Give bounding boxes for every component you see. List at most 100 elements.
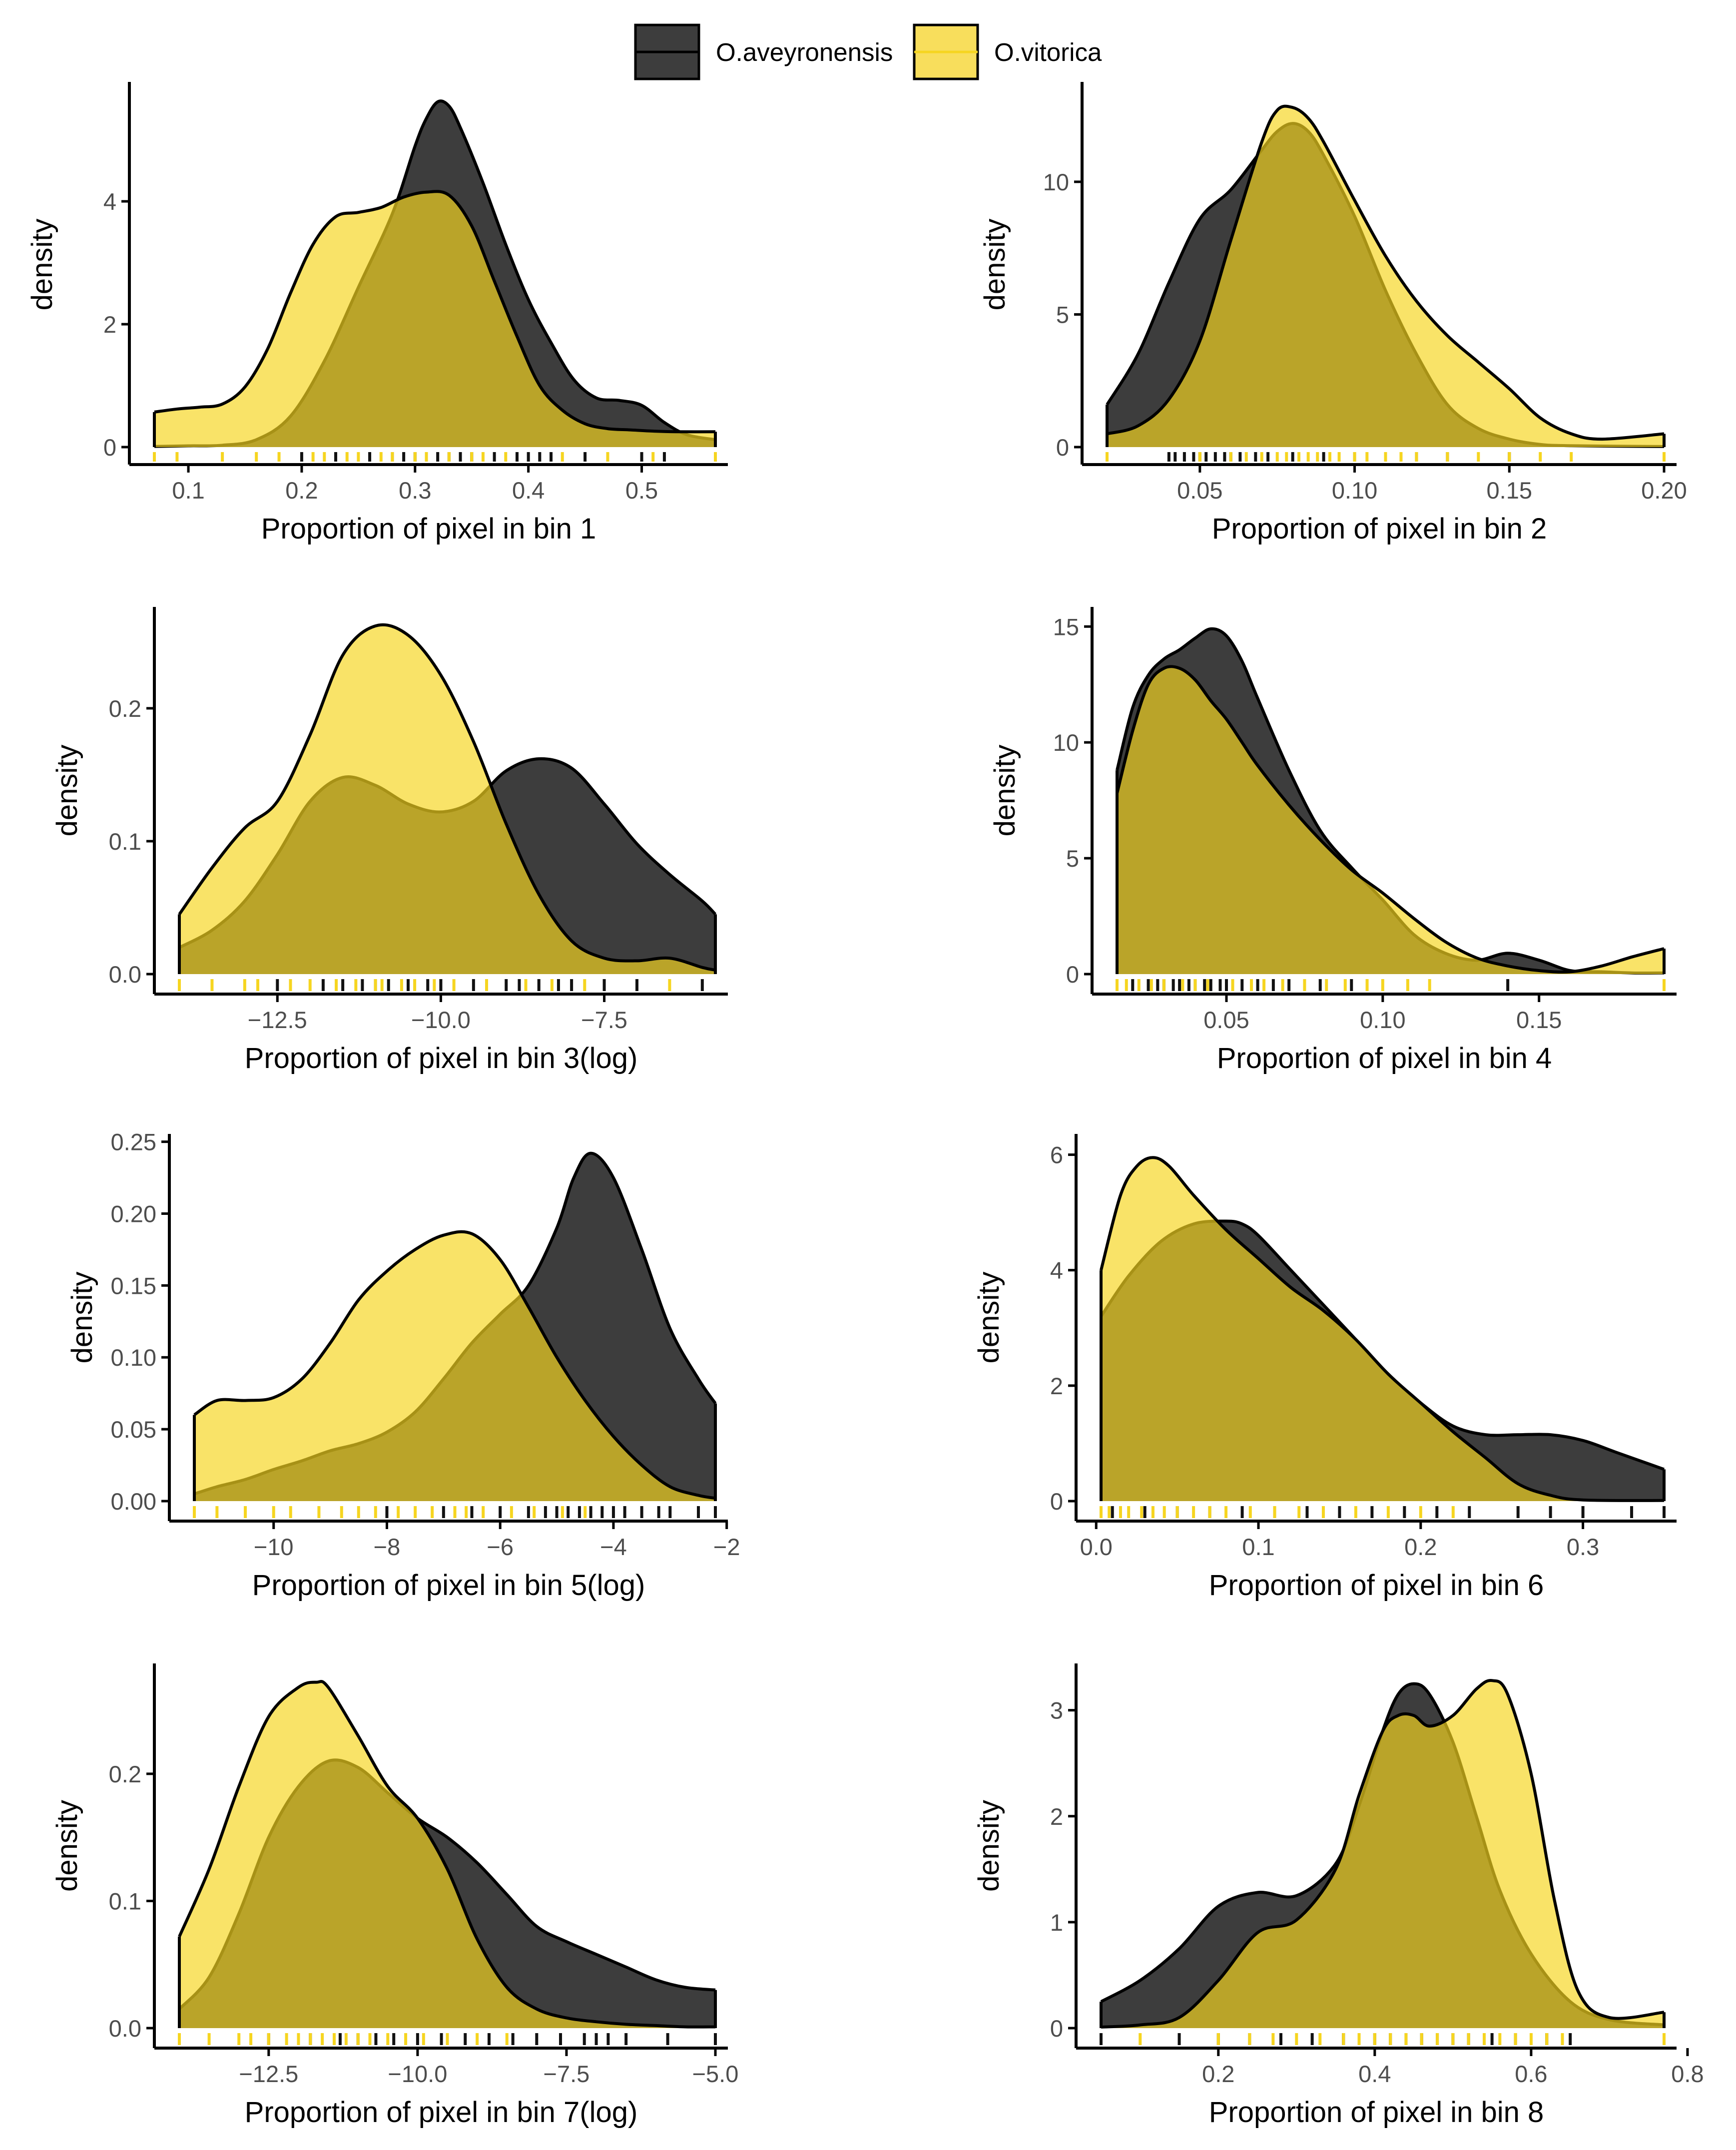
y-tick-label: 0 <box>1066 961 1079 988</box>
x-tick-label: 0.10 <box>1360 1007 1405 1033</box>
x-tick-label: −5.0 <box>692 2061 739 2087</box>
density-line-vitorica <box>154 190 716 434</box>
y-axis-title: density <box>51 745 83 837</box>
x-tick-label: 0.05 <box>1177 477 1222 504</box>
y-tick-label: 0.15 <box>111 1272 156 1299</box>
y-tick-label: 10 <box>1053 729 1079 756</box>
x-axis-title: Proportion of pixel in bin 2 <box>1212 513 1547 545</box>
density-area-vitorica <box>154 191 715 447</box>
x-tick-label: 0.1 <box>1242 1534 1274 1560</box>
legend-item-aveyronensis: O.aveyronensis <box>634 23 893 80</box>
x-tick-label: 0.0 <box>1080 1534 1113 1560</box>
x-axis-title: Proportion of pixel in bin 7(log) <box>245 2096 638 2129</box>
y-axis-title: density <box>973 1800 1005 1892</box>
density-area-vitorica <box>1101 1157 1664 1501</box>
y-tick-label: 0.20 <box>111 1200 156 1227</box>
y-tick-label: 0.25 <box>111 1129 156 1155</box>
x-tick-label: 0.5 <box>625 477 658 504</box>
x-axis-title: Proportion of pixel in bin 1 <box>261 513 596 545</box>
x-tick-label: 0.8 <box>1671 2061 1704 2087</box>
x-tick-label: 0.2 <box>1202 2061 1234 2087</box>
legend-label-aveyronensis: O.aveyronensis <box>716 38 893 66</box>
x-tick-label: 0.3 <box>1567 1534 1599 1560</box>
y-tick-label: 1 <box>1050 1909 1063 1936</box>
y-tick-label: 0.0 <box>109 961 141 988</box>
x-tick-label: 0.15 <box>1516 1007 1562 1033</box>
y-tick-label: 0.1 <box>109 828 141 855</box>
x-tick-label: −6 <box>487 1534 514 1560</box>
x-tick-label: −10.0 <box>388 2061 447 2087</box>
y-tick-label: 0 <box>1056 434 1069 461</box>
y-axis-title: density <box>51 1800 83 1892</box>
x-tick-label: 0.2 <box>1404 1534 1437 1560</box>
x-tick-label: −10.0 <box>411 1007 471 1033</box>
x-axis-title: Proportion of pixel in bin 6 <box>1209 1569 1544 1602</box>
x-axis-title: Proportion of pixel in bin 4 <box>1217 1042 1552 1075</box>
y-tick-label: 0.00 <box>111 1488 156 1515</box>
y-tick-label: 4 <box>103 188 116 215</box>
y-axis-title: density <box>973 1272 1005 1364</box>
x-tick-label: −7.5 <box>581 1007 627 1033</box>
y-tick-label: 15 <box>1053 613 1079 640</box>
legend-item-vitorica: O.vitorica <box>913 23 1102 80</box>
density-line-vitorica <box>178 1680 716 2029</box>
y-tick-label: 0 <box>1050 1488 1063 1515</box>
y-tick-label: 0 <box>103 434 116 461</box>
x-tick-label: 0.20 <box>1641 477 1687 504</box>
x-axis-title: Proportion of pixel in bin 3(log) <box>245 1042 638 1075</box>
panel-bin-3-log: 0.0 0.1 0.2 −12.5 −10.0 −7.5 Proportion of pix… <box>51 607 728 1075</box>
panel-bin-1: 0 2 4 0.1 0.2 0.3 0.4 0.5 Proportion of pixel in… <box>26 82 728 545</box>
y-axis-title: density <box>989 745 1021 837</box>
density-line-vitorica <box>178 623 716 972</box>
density-area-vitorica <box>179 624 715 974</box>
y-tick-label: 2 <box>1050 1803 1063 1830</box>
panel-bin-6: 0 2 4 6 0.0 0.1 0.2 0.3 Proportion of pixel in b… <box>973 1134 1677 1602</box>
panel-bin-5-log: 0.00 0.05 0.10 0.15 0.20 0.25 −10 −8 −6 −4 −2 Propo… <box>66 1129 740 1602</box>
y-tick-label: 0 <box>1050 2015 1063 2042</box>
density-line-vitorica <box>1107 104 1665 441</box>
y-tick-label: 0.2 <box>109 695 141 722</box>
x-axis-title: Proportion of pixel in bin 5(log) <box>252 1569 645 1602</box>
x-tick-label: −12.5 <box>239 2061 298 2087</box>
y-tick-label: 6 <box>1050 1142 1063 1168</box>
y-tick-label: 0.05 <box>111 1416 156 1443</box>
y-tick-label: 5 <box>1056 301 1069 328</box>
y-tick-label: 0.0 <box>109 2015 141 2042</box>
panel-bin-8: 0 1 2 3 0.2 0.4 0.6 0.8 Proportion of pixel in b… <box>973 1663 1704 2129</box>
y-tick-label: 2 <box>103 311 116 338</box>
density-line-vitorica <box>1101 1678 1665 2029</box>
density-area-vitorica <box>1101 1680 1664 2028</box>
y-axis-title: density <box>979 219 1011 311</box>
y-axis-title: density <box>26 219 58 311</box>
x-tick-label: 0.3 <box>399 477 431 504</box>
y-axis-title: density <box>66 1272 98 1364</box>
x-tick-label: 0.2 <box>285 477 318 504</box>
y-tick-label: 0.2 <box>109 1761 141 1787</box>
density-area-vitorica <box>1117 666 1664 974</box>
panel-bin-2: 0 5 10 0.05 0.10 0.15 0.20 Proportion of pixel … <box>979 82 1687 545</box>
x-tick-label: −2 <box>713 1534 740 1560</box>
y-tick-label: 0.1 <box>109 1888 141 1914</box>
y-tick-label: 4 <box>1050 1257 1063 1284</box>
density-line-vitorica <box>1116 665 1665 974</box>
x-tick-label: −8 <box>374 1534 401 1560</box>
panel-bin-4: 0 5 10 15 0.05 0.10 0.15 Proportion of pixel in… <box>989 607 1677 1075</box>
x-tick-label: 0.4 <box>1358 2061 1391 2087</box>
legend-label-vitorica: O.vitorica <box>994 38 1102 66</box>
x-tick-label: −12.5 <box>248 1007 307 1033</box>
x-tick-label: −4 <box>600 1534 627 1560</box>
x-tick-label: 0.05 <box>1203 1007 1249 1033</box>
panel-bin-7-log: 0.0 0.1 0.2 −12.5 −10.0 −7.5 −5.0 Proportion of… <box>51 1663 738 2129</box>
density-line-vitorica <box>1100 1156 1665 1502</box>
x-axis-title: Proportion of pixel in bin 8 <box>1209 2096 1544 2129</box>
density-area-vitorica <box>179 1681 715 2028</box>
density-line-vitorica <box>193 1230 716 1500</box>
legend: O.aveyronensis O.vitorica <box>634 23 1102 80</box>
x-tick-label: 0.6 <box>1515 2061 1547 2087</box>
x-tick-label: −7.5 <box>544 2061 590 2087</box>
x-tick-label: 0.10 <box>1332 477 1377 504</box>
density-area-vitorica <box>194 1231 715 1501</box>
y-tick-label: 3 <box>1050 1697 1063 1724</box>
x-tick-label: 0.15 <box>1487 477 1532 504</box>
